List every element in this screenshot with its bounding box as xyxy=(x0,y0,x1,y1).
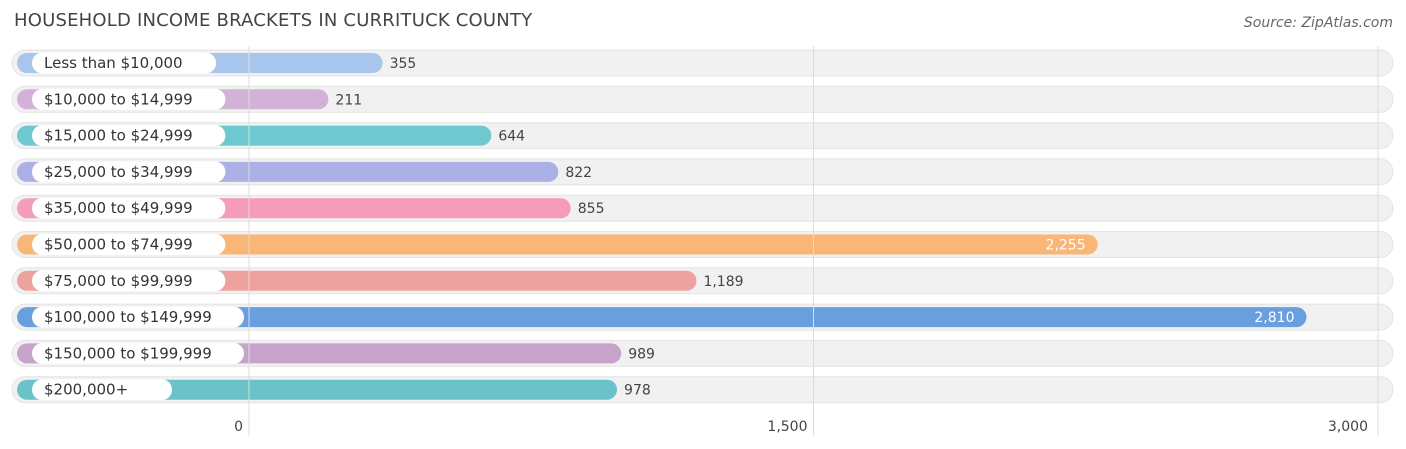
category-label: $35,000 to $49,999 xyxy=(44,199,193,217)
value-label: 822 xyxy=(565,165,592,181)
category-label: $10,000 to $14,999 xyxy=(44,90,193,108)
category-label: $75,000 to $99,999 xyxy=(44,272,193,290)
category-pill xyxy=(32,197,226,219)
x-tick-label: 1,500 xyxy=(767,419,807,435)
value-label: 2,255 xyxy=(1046,238,1086,254)
value-label: 855 xyxy=(578,201,605,217)
bar xyxy=(17,234,1098,255)
category-pill xyxy=(32,270,226,292)
value-label: 644 xyxy=(498,129,525,145)
category-pill xyxy=(32,234,226,255)
category-pill xyxy=(32,379,172,401)
chart-title: HOUSEHOLD INCOME BRACKETS IN CURRITUCK C… xyxy=(14,10,533,31)
category-pill xyxy=(32,125,226,147)
category-pill xyxy=(32,52,217,74)
value-label: 2,810 xyxy=(1254,310,1294,326)
x-tick-label: 0 xyxy=(234,419,243,435)
category-label: Less than $10,000 xyxy=(44,54,183,72)
category-label: $50,000 to $74,999 xyxy=(44,236,193,254)
category-pill xyxy=(32,342,244,364)
category-label: $100,000 to $149,999 xyxy=(44,308,212,326)
category-label: $15,000 to $24,999 xyxy=(44,127,193,145)
category-pill xyxy=(32,161,226,183)
category-label: $25,000 to $34,999 xyxy=(44,163,193,181)
category-pill xyxy=(32,88,226,110)
x-tick-label: 3,000 xyxy=(1328,419,1368,435)
value-label: 989 xyxy=(628,346,655,362)
value-label: 978 xyxy=(624,383,651,399)
value-label: 355 xyxy=(390,56,417,72)
category-label: $150,000 to $199,999 xyxy=(44,344,212,362)
bar xyxy=(17,307,1307,328)
row-track xyxy=(11,85,1394,113)
value-label: 211 xyxy=(335,92,362,108)
value-label: 1,189 xyxy=(703,274,743,290)
category-label: $200,000+ xyxy=(44,381,128,399)
source-label: Source: ZipAtlas.com xyxy=(1243,15,1393,31)
category-pill xyxy=(32,306,244,328)
